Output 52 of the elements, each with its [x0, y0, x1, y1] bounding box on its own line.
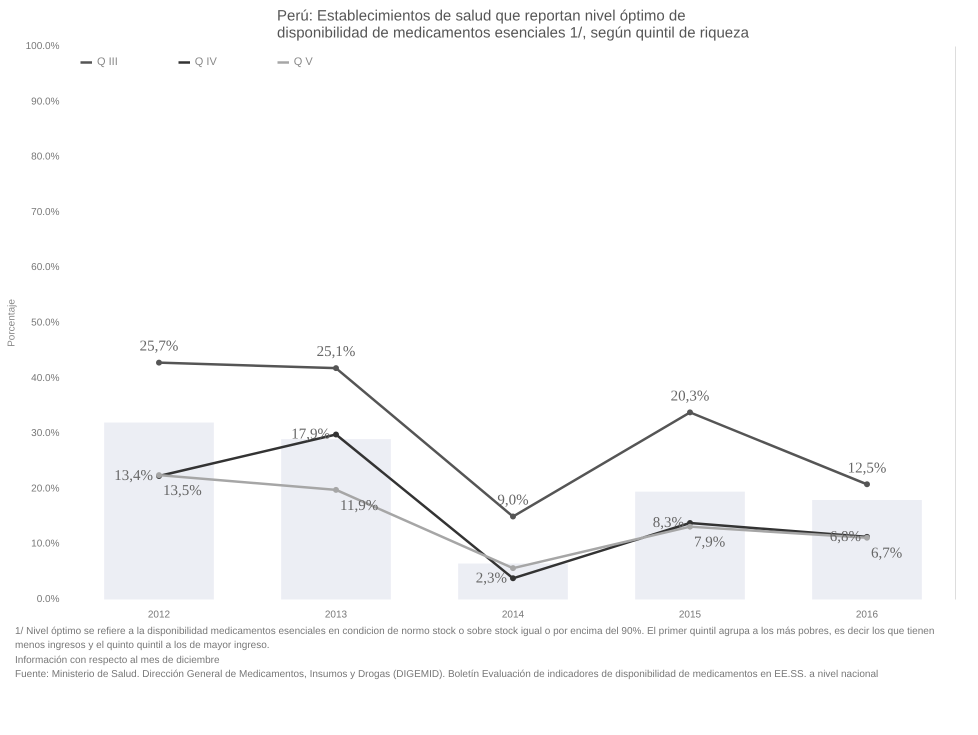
y-axis-title: Porcentaje — [6, 298, 18, 347]
text: 1/ Nivel óptimo se refiere a la disponibilidad medicamentos esenciales en condicion de normo stock o sobre stock igual o por encima del 90%. El primer quintil agrupa a los más pobres, es decir los que tienen menos ingresos y el quinto quintil a los de mayor ingreso. — [15, 626, 934, 652]
data-label: 25,7% — [140, 338, 178, 355]
point — [510, 565, 516, 572]
data-label: 7,9% — [694, 534, 726, 551]
y-tick-label: 10.0% — [31, 538, 60, 550]
y-tick-label: 20.0% — [31, 483, 60, 494]
point — [687, 409, 693, 416]
y-tick-label: 80.0% — [31, 152, 60, 163]
source-note: Fuente: Ministerio de Salud. Dirección General de Medicamentos, Insumos y Drogas (DIGEMID). Boletín Evaluación de indicadores de disponibilidad de medicamentos en EE.SS. a nivel nacional — [15, 668, 878, 680]
point — [510, 514, 516, 520]
bar — [104, 422, 214, 600]
data-label: 11,9% — [340, 498, 378, 514]
point — [156, 360, 162, 366]
data-label: 9,0% — [497, 492, 529, 509]
point — [333, 365, 339, 372]
bar — [635, 492, 745, 600]
y-tick-label: 50.0% — [31, 318, 60, 328]
y-tick-label: 100.0% — [26, 41, 60, 52]
x-tick-label: 2015 — [678, 610, 702, 620]
point — [333, 432, 339, 438]
text: Información con respecto al mes de diciembre — [15, 654, 220, 666]
bar — [458, 564, 568, 600]
bar — [281, 439, 391, 600]
data-label: 25,1% — [316, 344, 356, 360]
legend-label: Q IV — [194, 56, 217, 68]
data-label: 6,7% — [871, 546, 902, 562]
legend-label: Q III — [97, 56, 118, 68]
x-tick-label: 2012 — [148, 610, 171, 620]
data-label: 20,3% — [670, 388, 710, 404]
x-tick-label: 2013 — [324, 610, 348, 620]
x-tick-label: 2016 — [856, 610, 879, 620]
y-tick-label: 70.0% — [31, 206, 60, 218]
data-label: 17,9% — [291, 426, 330, 443]
y-tick-label: 60.0% — [31, 262, 60, 274]
data-label: 2,3% — [476, 570, 508, 586]
data-label: 12,5% — [848, 460, 886, 476]
point — [864, 481, 870, 488]
data-label: 8,3% — [652, 515, 684, 531]
point — [333, 486, 339, 493]
data-label: 13,5% — [163, 483, 202, 500]
y-tick-label: 0.0% — [36, 594, 60, 605]
data-label: 13,4% — [114, 468, 154, 484]
y-tick-label: 40.0% — [31, 372, 60, 384]
y-tick-label: 90.0% — [31, 96, 60, 108]
point — [510, 575, 516, 582]
bar — [812, 500, 922, 600]
x-tick-label: 2014 — [502, 610, 525, 620]
legend-label: Q V — [294, 56, 314, 68]
y-tick-label: 30.0% — [31, 428, 60, 440]
point — [687, 524, 693, 530]
chart-title: Perú: Establecimientos de salud que reportan nivel óptimo de disponibilidad de medicamentos esenciales 1/, según quintil de riqueza — [277, 8, 750, 42]
